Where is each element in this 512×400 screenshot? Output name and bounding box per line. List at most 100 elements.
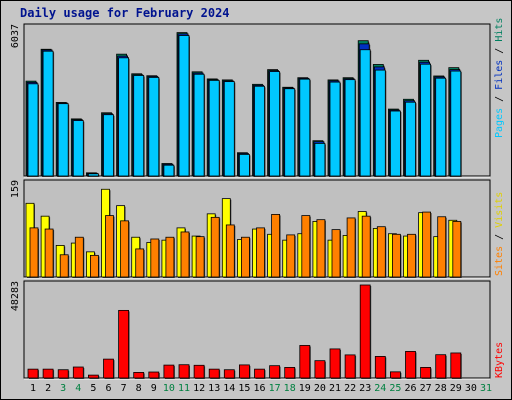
sites-bar [256, 227, 265, 278]
sites-bar [452, 221, 462, 278]
sites-bar [331, 229, 341, 278]
sites-bar [225, 224, 235, 278]
kbytes-panel-bg [23, 280, 491, 379]
sites-bar [240, 236, 250, 278]
day-label: 22 [344, 383, 356, 394]
sites-bar [316, 219, 326, 278]
sites-bar [301, 215, 311, 278]
kbytes-bar [299, 345, 311, 379]
pages-bar [344, 79, 356, 177]
day-label: 16 [253, 383, 265, 394]
kbytes-bar [344, 354, 356, 379]
kbytes-legend: KBytes [494, 342, 505, 378]
sites-bar [29, 227, 39, 278]
kbytes-bar [284, 367, 296, 379]
day-label: 21 [329, 383, 341, 394]
kbytes-bar [450, 352, 462, 379]
sites-bar [376, 226, 386, 278]
day-label: 13 [208, 383, 220, 394]
day-label: 5 [90, 383, 96, 394]
sites-bar [210, 216, 220, 278]
kbytes-bar [420, 367, 432, 379]
kbytes-bar [435, 354, 447, 379]
sites-bar [422, 211, 432, 278]
pages-bar [27, 83, 39, 177]
sites-bar [44, 228, 54, 278]
day-label: 27 [420, 383, 432, 394]
day-label: 23 [359, 383, 371, 394]
pages-bar [314, 142, 326, 177]
day-label: 1 [30, 383, 36, 394]
pages-bar [254, 85, 265, 177]
kbytes-bar [359, 284, 371, 379]
pages-bar [299, 78, 311, 177]
kbytes-bar [163, 364, 175, 379]
kbytes-bar [238, 364, 250, 379]
day-label: 29 [450, 383, 462, 394]
legend-kbytes: KBytes [494, 342, 505, 378]
sites-bar [74, 236, 84, 278]
chart-title: Daily usage for February 2024 [20, 6, 230, 20]
sites-bar [135, 248, 145, 278]
day-label: 24 [374, 383, 386, 394]
sites-bar [361, 215, 371, 278]
day-label: 15 [238, 383, 250, 394]
kbytes-bar [103, 358, 114, 379]
day-label: 7 [121, 383, 127, 394]
legend-sites: Sites [494, 246, 505, 276]
pages-bar [163, 164, 175, 177]
day-label: 26 [404, 383, 416, 394]
pages-bar [359, 49, 371, 177]
kbytes-bar [133, 372, 145, 379]
day-label: 25 [389, 383, 401, 394]
hits-ymax-label: 6037 [10, 24, 21, 48]
kbytes-bar [269, 365, 281, 379]
kbytes-bar [405, 351, 416, 379]
sites-bar [346, 217, 356, 278]
day-label: 4 [75, 383, 81, 394]
pages-bar [133, 75, 145, 177]
kbytes-bar [223, 369, 235, 379]
day-label: 30 [465, 383, 477, 394]
day-label: 31 [480, 383, 492, 394]
day-label: 10 [163, 383, 175, 394]
kbytes-bar [42, 368, 54, 379]
pages-bar [450, 70, 462, 177]
pages-bar [374, 69, 386, 177]
pages-bar [42, 50, 54, 177]
kbytes-bar [254, 368, 265, 379]
visits-legend: Sites / Visits [494, 192, 505, 276]
sites-bar [391, 233, 401, 278]
kbytes-bar [27, 368, 39, 379]
pages-bar [88, 173, 99, 177]
legend-files: Files [494, 60, 505, 90]
visits-ymax-label: 159 [10, 180, 21, 198]
pages-bar [148, 77, 160, 177]
pages-bar [238, 154, 250, 177]
pages-bar [208, 79, 220, 177]
legend-visits: Visits [494, 192, 505, 228]
kbytes-bar [148, 371, 160, 379]
day-label: 9 [151, 383, 157, 394]
pages-bar [329, 81, 341, 177]
hits-legend: Pages / Files / Hits [494, 18, 505, 138]
kbytes-bar [389, 371, 401, 379]
pages-bar [178, 35, 190, 177]
pages-bar [284, 88, 296, 177]
pages-bar [269, 71, 281, 177]
legend-sep-3: / [494, 228, 505, 246]
pages-bar [103, 114, 114, 177]
kbytes-bar [57, 369, 69, 379]
sites-bar [165, 236, 175, 278]
sites-bar [105, 215, 114, 278]
day-label: 3 [60, 383, 66, 394]
pages-bar [57, 103, 69, 177]
day-label: 8 [136, 383, 142, 394]
kbytes-bar [374, 356, 386, 379]
day-label: 12 [193, 383, 205, 394]
day-label: 6 [105, 383, 111, 394]
sites-bar [59, 254, 69, 278]
kbytes-bar [72, 366, 84, 379]
pages-bar [389, 110, 401, 177]
